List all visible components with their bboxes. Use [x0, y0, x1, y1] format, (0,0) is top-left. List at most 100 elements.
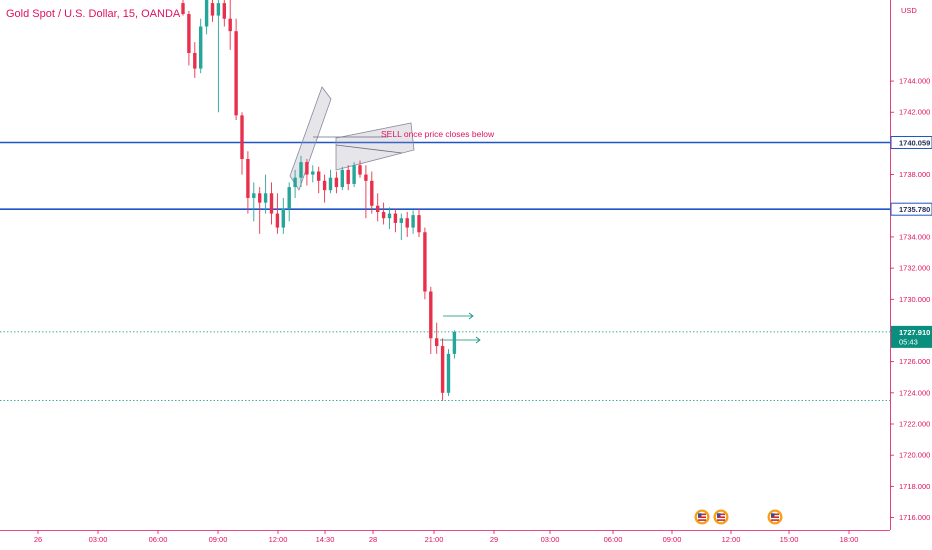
- price-tick-label: 1722.000: [899, 420, 930, 429]
- time-tick-label: 09:00: [209, 535, 228, 544]
- time-tick-label: 03:00: [89, 535, 108, 544]
- candle: [340, 166, 344, 191]
- candle-body: [199, 26, 203, 69]
- price-tick-label: 1732.000: [899, 264, 930, 273]
- candle-body: [204, 0, 209, 27]
- candle: [358, 160, 362, 178]
- candle-body: [228, 18, 232, 32]
- candle-body: [246, 159, 250, 198]
- candle-body: [287, 187, 291, 209]
- candle: [334, 171, 339, 194]
- time-tick-label: 09:00: [663, 535, 682, 544]
- price-axis-currency: USD: [901, 6, 917, 15]
- candle: [281, 197, 285, 234]
- candle-body: [446, 353, 451, 393]
- candle: [199, 18, 203, 74]
- chart-title: Gold Spot / U.S. Dollar, 15, OANDA: [6, 8, 181, 20]
- event-flag-stripe: [717, 516, 725, 518]
- candle: [210, 0, 215, 22]
- candle-body: [334, 177, 339, 188]
- level-price-tag: [890, 202, 932, 216]
- price-tick-label: 1716.000: [899, 513, 930, 522]
- candle-body: [352, 165, 356, 184]
- event-flag-stripe: [771, 519, 779, 521]
- candle: [216, 0, 221, 113]
- price-tick-label: 1742.000: [899, 108, 930, 117]
- candle: [228, 0, 232, 50]
- candle: [429, 286, 433, 354]
- candle: [234, 18, 238, 121]
- candle: [263, 174, 268, 214]
- level-lines-layer: [0, 141, 890, 401]
- candle-body: [346, 169, 350, 184]
- candle-body: [299, 162, 303, 178]
- flag-line-lower: [335, 144, 403, 154]
- candle: [440, 338, 445, 401]
- candle-body: [210, 3, 215, 16]
- candle: [293, 169, 297, 198]
- candle: [328, 169, 333, 194]
- candle-body: [181, 3, 185, 15]
- price-tick-label: 1738.000: [899, 170, 930, 179]
- candle: [305, 159, 309, 186]
- event-flag-stripe: [771, 513, 779, 516]
- event-flag-stripe: [717, 519, 725, 521]
- event-flag-canton: [698, 513, 702, 517]
- price-tick-label: 1734.000: [899, 232, 930, 241]
- candle: [405, 212, 409, 237]
- drawing-tools-layer: SELL once price closes below: [289, 86, 495, 344]
- event-flag-stripe: [698, 519, 706, 521]
- candle: [322, 174, 327, 203]
- candle-body: [311, 171, 315, 175]
- price-arrow-marker: [440, 336, 481, 344]
- candle: [446, 349, 451, 396]
- event-flag-stripe: [698, 516, 706, 518]
- candle-body: [435, 338, 439, 347]
- time-tick-label: 15:00: [780, 535, 799, 544]
- candle: [193, 42, 197, 78]
- event-flag-icon[interactable]: [713, 509, 729, 525]
- candle: [364, 165, 368, 219]
- candle: [187, 10, 191, 66]
- event-flag-stripe: [698, 513, 706, 516]
- time-tick-label: 06:00: [604, 535, 623, 544]
- candle-body: [222, 3, 226, 19]
- events-layer: [694, 509, 783, 525]
- event-flag-icon[interactable]: [694, 509, 710, 525]
- candles-layer: [181, 0, 457, 401]
- candle: [275, 193, 280, 234]
- candle-body: [275, 213, 280, 228]
- candle-body: [423, 232, 427, 292]
- time-tick-label: 03:00: [541, 535, 560, 544]
- chart-annotation: SELL once price closes below: [381, 129, 495, 139]
- candle: [393, 208, 398, 233]
- candle-body: [328, 177, 333, 191]
- candle-body: [440, 346, 445, 393]
- event-flag-icon[interactable]: [767, 509, 783, 525]
- candle: [376, 193, 380, 222]
- candle: [452, 330, 457, 359]
- candle: [317, 166, 321, 194]
- time-tick-label: 06:00: [149, 535, 168, 544]
- candle-body: [322, 180, 327, 191]
- event-flag-stripe: [771, 516, 779, 518]
- candle-body: [411, 215, 415, 228]
- time-tick-label: 29: [490, 535, 498, 544]
- candle-body: [216, 3, 221, 16]
- candle: [299, 155, 303, 188]
- time-tick-label: 28: [369, 535, 377, 544]
- candle: [246, 151, 250, 214]
- time-tick-label: 12:00: [722, 535, 741, 544]
- candle-body: [393, 213, 398, 223]
- price-tick-label: 1724.000: [899, 388, 930, 397]
- candle: [222, 0, 226, 27]
- candle-body: [258, 193, 262, 203]
- candle-body: [234, 31, 238, 116]
- event-flag-stripe: [717, 513, 725, 516]
- event-flag-canton: [771, 513, 775, 517]
- candle: [370, 171, 374, 214]
